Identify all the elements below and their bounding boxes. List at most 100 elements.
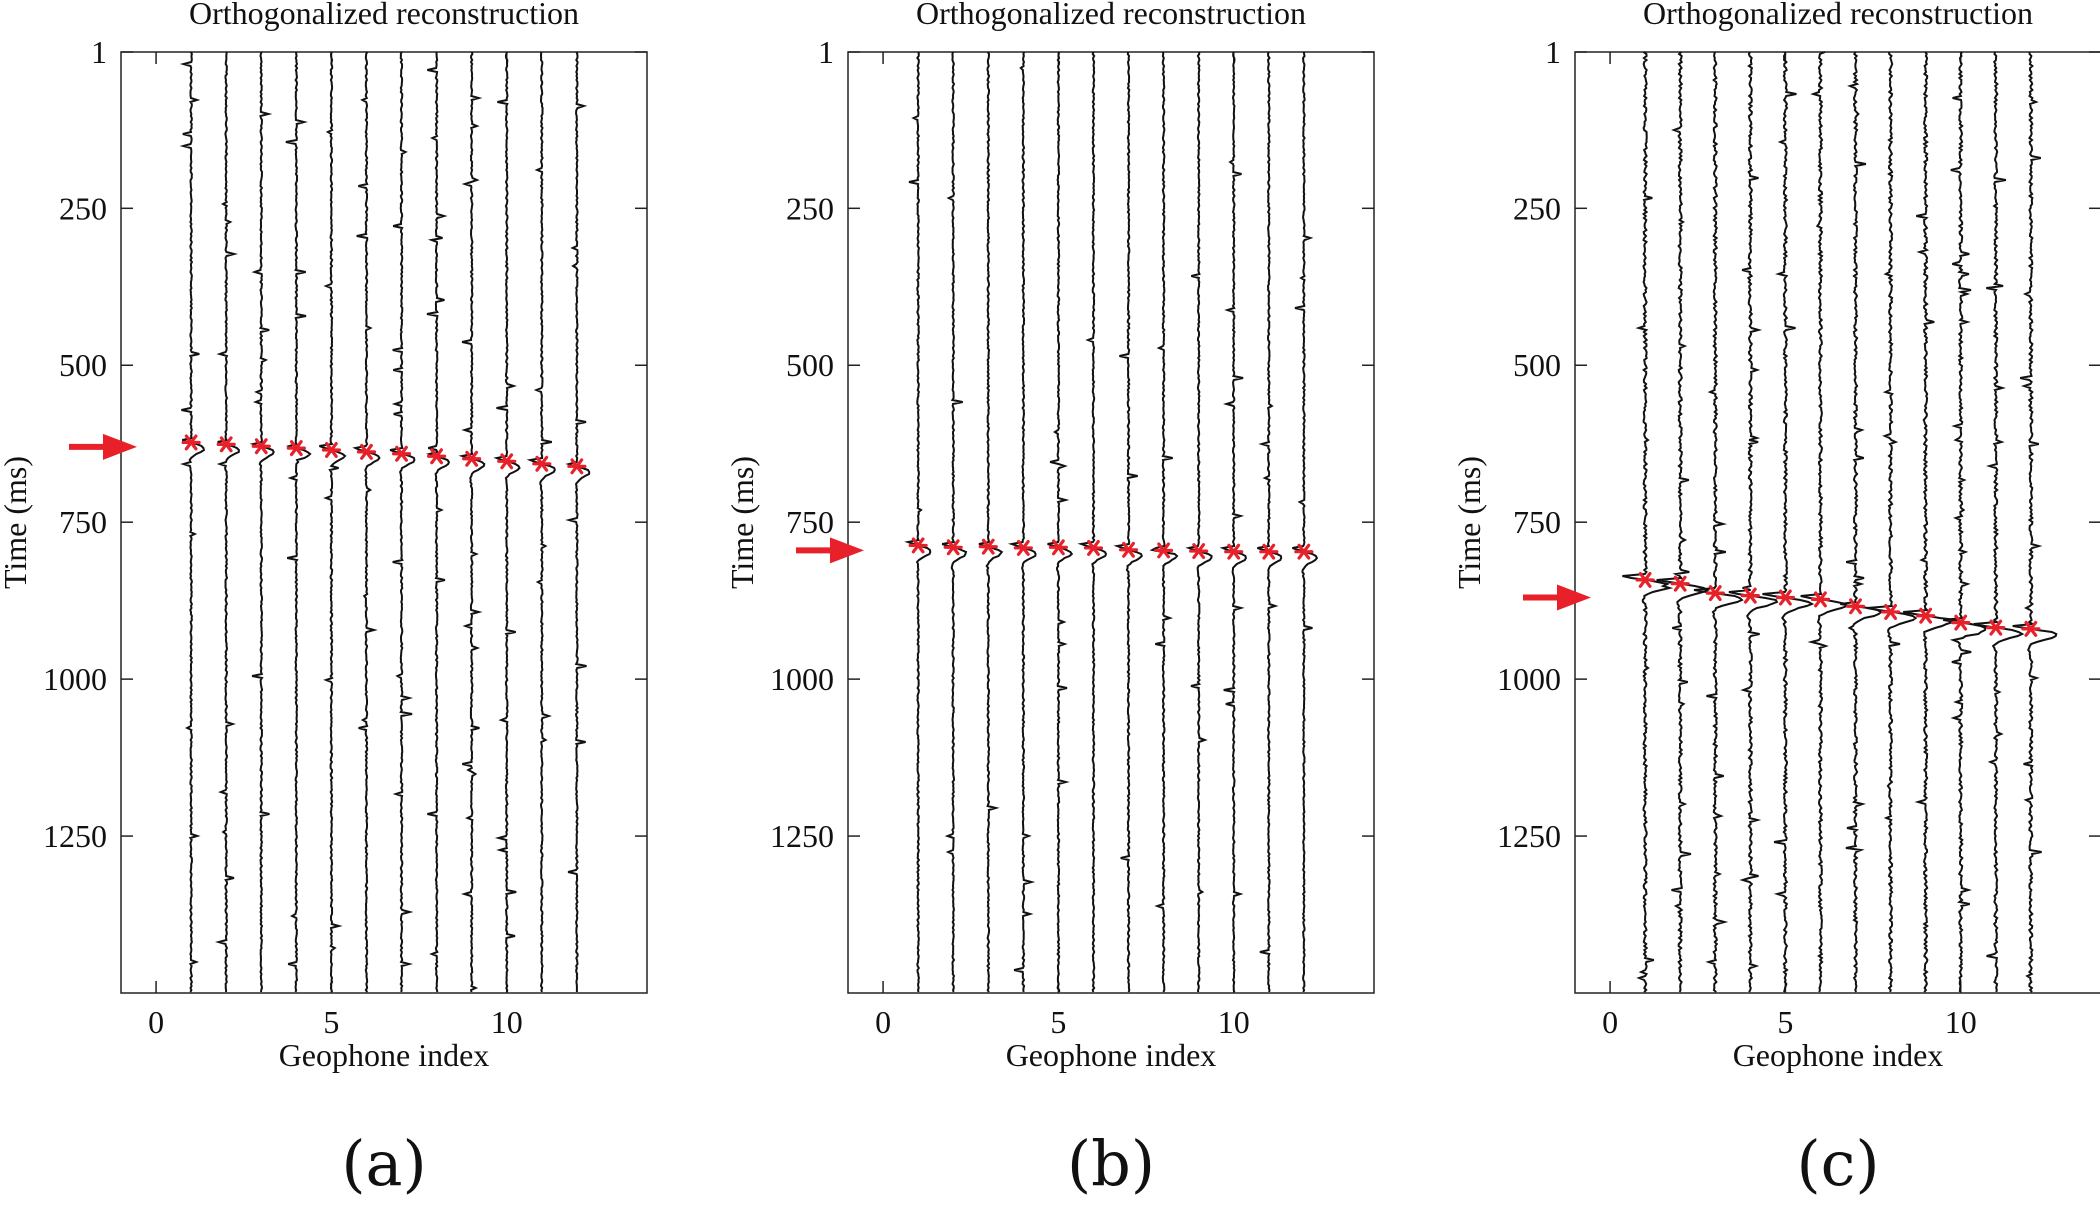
arrival-pick-marker	[567, 458, 587, 475]
panel-caption: (c)	[1796, 1127, 1879, 1200]
arrival-arrow	[69, 433, 137, 460]
seismic-trace	[1840, 51, 1883, 993]
seismic-trace	[458, 51, 486, 993]
arrival-pick-marker	[1775, 589, 1796, 606]
x-tick-label: 0	[148, 1004, 164, 1040]
arrival-pick-marker	[1670, 575, 1690, 592]
y-tick-label: 750	[1513, 504, 1561, 540]
x-tick-label: 0	[1602, 1004, 1618, 1040]
arrival-pick-marker	[286, 440, 306, 457]
seismic-trace	[978, 51, 1004, 993]
arrival-pick-marker	[427, 448, 447, 465]
arrival-pick-marker	[1916, 607, 1936, 624]
y-tick-label: 750	[59, 504, 107, 540]
plot-frame	[120, 51, 648, 994]
x-tick-label: 0	[875, 1004, 891, 1040]
y-axis-title: Time (ms)	[724, 456, 760, 589]
seismic-trace	[1149, 51, 1179, 993]
arrival-pick-marker	[1880, 603, 1901, 620]
seismic-trace	[1185, 51, 1213, 992]
arrival-pick-marker	[532, 455, 552, 472]
y-tick-label: 250	[786, 190, 834, 226]
y-tick-label: 250	[59, 190, 107, 226]
seismic-trace	[425, 51, 451, 993]
x-axis-title: Geophone index	[1733, 1037, 1944, 1073]
y-tick-label: 1	[1545, 34, 1561, 70]
seismic-trace	[1693, 51, 1744, 993]
x-axis-title: Geophone index	[279, 1037, 490, 1073]
x-tick-label: 10	[491, 1004, 523, 1040]
panel-title: Orthogonalized reconstruction	[1643, 0, 2033, 31]
seismic-trace	[904, 51, 932, 993]
arrival-pick-marker	[1740, 587, 1760, 604]
seismic-trace	[1292, 51, 1319, 993]
seismic-trace	[1656, 51, 1710, 993]
seismic-trace	[565, 51, 591, 992]
arrival-pick-marker	[943, 539, 963, 556]
arrival-pick-marker	[1810, 591, 1831, 608]
plot-frame	[847, 51, 1375, 994]
x-tick-label: 10	[1945, 1004, 1977, 1040]
seismic-trace	[1973, 51, 2025, 993]
seismic-trace	[249, 51, 275, 993]
seismic-trace	[941, 51, 968, 993]
panel-c: Orthogonalized reconstruction Time (ms) …	[1451, 0, 2100, 1200]
arrival-pick-marker	[1189, 543, 1209, 560]
arrival-pick-marker	[497, 453, 517, 470]
panel-title: Orthogonalized reconstruction	[189, 0, 579, 31]
y-axis-title: Time (ms)	[0, 456, 33, 589]
seismic-trace	[352, 51, 381, 993]
seismic-trace	[1762, 51, 1815, 993]
seismic-trace	[1800, 51, 1849, 993]
seismic-trace	[1219, 51, 1247, 993]
arrival-pick-marker	[251, 438, 271, 455]
arrival-arrow	[1523, 584, 1591, 611]
plot-frame	[1574, 51, 2100, 994]
arrival-pick-marker	[1705, 585, 1725, 602]
arrival-pick-marker	[1048, 539, 1069, 556]
arrival-pick-marker	[321, 441, 341, 458]
arrival-arrow	[796, 537, 864, 564]
arrival-pick-marker	[1635, 571, 1655, 588]
y-tick-label: 1000	[43, 661, 107, 697]
x-tick-label: 10	[1218, 1004, 1250, 1040]
x-axis-title: Geophone index	[1006, 1037, 1217, 1073]
y-tick-label: 1000	[770, 661, 834, 697]
y-tick-label: 250	[1513, 190, 1561, 226]
seismic-trace	[214, 51, 240, 993]
seismic-trace	[1113, 51, 1143, 993]
y-tick-label: 1250	[1497, 818, 1561, 854]
seismic-trace	[493, 51, 521, 993]
y-tick-label: 1250	[43, 818, 107, 854]
x-tick-label: 5	[323, 1004, 339, 1040]
y-tick-label: 1	[818, 34, 834, 70]
seismic-trace	[319, 51, 347, 993]
arrival-pick-marker	[1013, 539, 1033, 556]
panel-caption: (a)	[341, 1127, 426, 1200]
x-tick-label: 5	[1777, 1004, 1793, 1040]
panel-caption: (b)	[1067, 1127, 1155, 1200]
seismic-trace	[1866, 51, 1918, 993]
seismic-trace	[1077, 51, 1108, 993]
seismic-trace	[1728, 51, 1779, 993]
y-tick-label: 500	[1513, 347, 1561, 383]
arrival-pick-marker	[1845, 598, 1866, 615]
x-tick-label: 5	[1050, 1004, 1066, 1040]
arrival-pick-marker	[2021, 620, 2041, 637]
arrival-pick-marker	[978, 538, 998, 555]
arrival-pick-marker	[908, 537, 928, 554]
arrival-pick-marker	[216, 436, 236, 453]
seismic-trace	[1047, 51, 1074, 993]
y-tick-label: 500	[786, 347, 834, 383]
seismic-trace	[1943, 51, 1987, 993]
y-tick-label: 1250	[770, 818, 834, 854]
y-axis-title: Time (ms)	[1451, 456, 1487, 589]
arrival-pick-marker	[356, 443, 377, 460]
y-tick-label: 500	[59, 347, 107, 383]
y-tick-label: 1000	[1497, 661, 1561, 697]
seismic-trace	[2012, 51, 2058, 993]
arrival-pick-marker	[1224, 543, 1244, 560]
arrival-pick-marker	[1986, 619, 2006, 636]
arrival-pick-marker	[1951, 614, 1971, 631]
